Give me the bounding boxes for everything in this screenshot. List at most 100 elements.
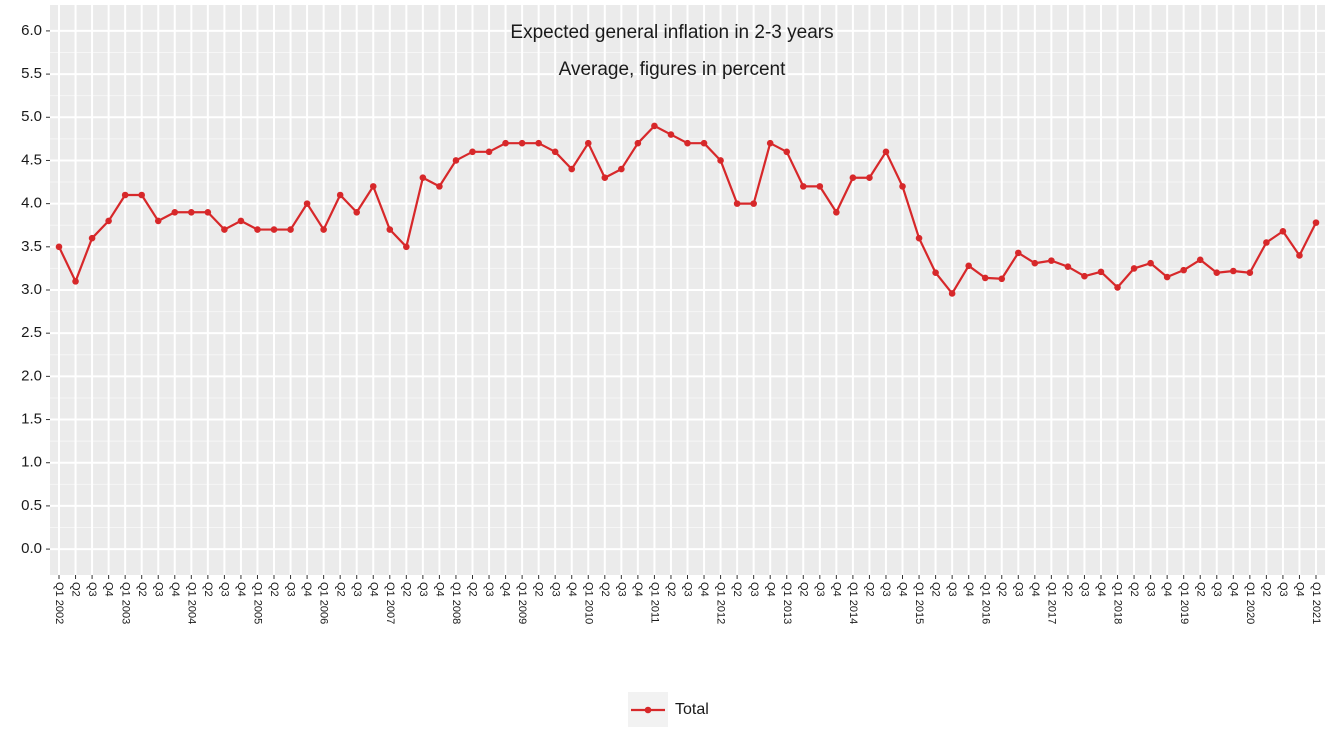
- data-point: [634, 139, 642, 147]
- x-tick-label: Q3: [1277, 582, 1289, 597]
- x-tick-label: Q2: [599, 582, 611, 597]
- x-tick-label: Q2: [1194, 582, 1206, 597]
- x-tick-label: Q3: [946, 582, 958, 597]
- x-tick-label: Q4: [1029, 582, 1041, 597]
- x-tick-label: Q4: [169, 582, 181, 597]
- x-tick-label: Q2: [334, 582, 346, 597]
- x-tick-label: Q1 2012: [715, 582, 727, 624]
- data-point: [1246, 269, 1254, 277]
- y-tick-label: 5.0: [21, 108, 42, 125]
- legend-point: [644, 706, 652, 714]
- x-tick-label: Q2: [1062, 582, 1074, 597]
- x-tick-label: Q1 2014: [847, 582, 859, 624]
- y-tick-label: 1.0: [21, 454, 42, 471]
- x-tick-label: Q3: [549, 582, 561, 597]
- data-point: [1296, 252, 1303, 259]
- x-tick-label: Q1 2015: [913, 582, 925, 624]
- y-tick-label: 2.0: [21, 367, 42, 384]
- data-point: [899, 183, 906, 190]
- data-point: [915, 234, 923, 242]
- x-tick-label: Q1 2010: [582, 582, 594, 624]
- x-tick-label: Q1 2005: [252, 582, 264, 624]
- data-point: [998, 275, 1006, 283]
- data-point: [518, 139, 526, 147]
- x-tick-label: Q4: [235, 582, 247, 597]
- data-point: [154, 217, 162, 225]
- data-point: [1114, 284, 1121, 291]
- data-point: [121, 191, 129, 199]
- data-point: [700, 139, 708, 147]
- x-tick-label: Q3: [351, 582, 363, 597]
- y-tick-label: 3.5: [21, 238, 42, 255]
- x-tick-label: Q2: [1128, 582, 1140, 597]
- x-tick-label: Q1 2007: [384, 582, 396, 624]
- y-tick-label: 4.0: [21, 195, 42, 212]
- y-tick-label: 4.5: [21, 151, 42, 168]
- data-point: [932, 269, 939, 277]
- data-point: [419, 174, 427, 182]
- x-tick-label: Q1 2016: [979, 582, 991, 624]
- data-point: [750, 200, 757, 207]
- x-tick-label: Q1 2008: [450, 582, 462, 624]
- data-point: [717, 157, 724, 164]
- data-point: [965, 262, 972, 270]
- y-tick-label: 0.5: [21, 497, 42, 514]
- x-tick-label: Q2: [467, 582, 479, 597]
- x-tick-label: Q2: [797, 582, 809, 597]
- data-point: [1312, 219, 1320, 226]
- data-point: [766, 139, 774, 147]
- data-point: [452, 157, 460, 164]
- data-point: [105, 217, 112, 225]
- data-point: [1031, 259, 1039, 267]
- x-tick-label: Q4: [764, 582, 776, 597]
- x-tick-label: Q3: [615, 582, 627, 597]
- x-tick-label: Q4: [566, 582, 578, 597]
- data-point: [485, 148, 493, 156]
- data-point: [436, 183, 443, 190]
- x-tick-label: Q4: [500, 582, 512, 597]
- x-tick-label: Q2: [731, 582, 743, 597]
- x-tick-label: Q2: [930, 582, 942, 597]
- x-tick-label: Q4: [963, 582, 975, 597]
- x-tick-label: Q2: [70, 582, 82, 597]
- x-tick-label: Q3: [86, 582, 98, 597]
- data-point: [882, 148, 890, 156]
- x-tick-label: Q4: [632, 582, 644, 597]
- data-point: [1064, 263, 1072, 270]
- data-point: [221, 226, 228, 233]
- data-point: [353, 208, 361, 216]
- data-point: [568, 165, 576, 173]
- data-point: [535, 139, 542, 147]
- x-tick-label: Q2: [268, 582, 280, 597]
- x-tick-label: Q3: [218, 582, 230, 597]
- x-tick-label: Q1 2021: [1310, 582, 1322, 624]
- y-tick-label: 6.0: [21, 22, 42, 39]
- x-tick-label: Q4: [1294, 582, 1306, 597]
- data-point: [138, 191, 145, 199]
- x-tick-label: Q4: [698, 582, 710, 597]
- x-tick-label: Q2: [202, 582, 214, 597]
- x-tick-label: Q3: [1079, 582, 1091, 597]
- data-point: [1048, 257, 1055, 264]
- y-tick-label: 1.5: [21, 411, 42, 428]
- x-tick-label: Q3: [880, 582, 892, 597]
- x-tick-label: Q4: [897, 582, 909, 597]
- data-point: [254, 226, 261, 233]
- y-tick-label: 5.5: [21, 65, 42, 82]
- data-point: [551, 148, 559, 156]
- data-point: [667, 131, 675, 138]
- x-tick-label: Q3: [682, 582, 694, 597]
- x-tick-label: Q4: [301, 582, 313, 597]
- data-point: [849, 174, 857, 182]
- x-tick-label: Q2: [136, 582, 148, 597]
- data-point: [270, 226, 278, 233]
- data-point: [287, 226, 294, 233]
- data-point: [1180, 266, 1187, 274]
- x-tick-label: Q2: [400, 582, 412, 597]
- x-tick-label: Q1 2002: [53, 582, 65, 624]
- x-tick-label: Q1 2018: [1112, 582, 1124, 624]
- data-point: [1279, 227, 1287, 235]
- data-point: [618, 165, 625, 173]
- data-point: [320, 226, 327, 233]
- x-tick-label: Q2: [1260, 582, 1272, 597]
